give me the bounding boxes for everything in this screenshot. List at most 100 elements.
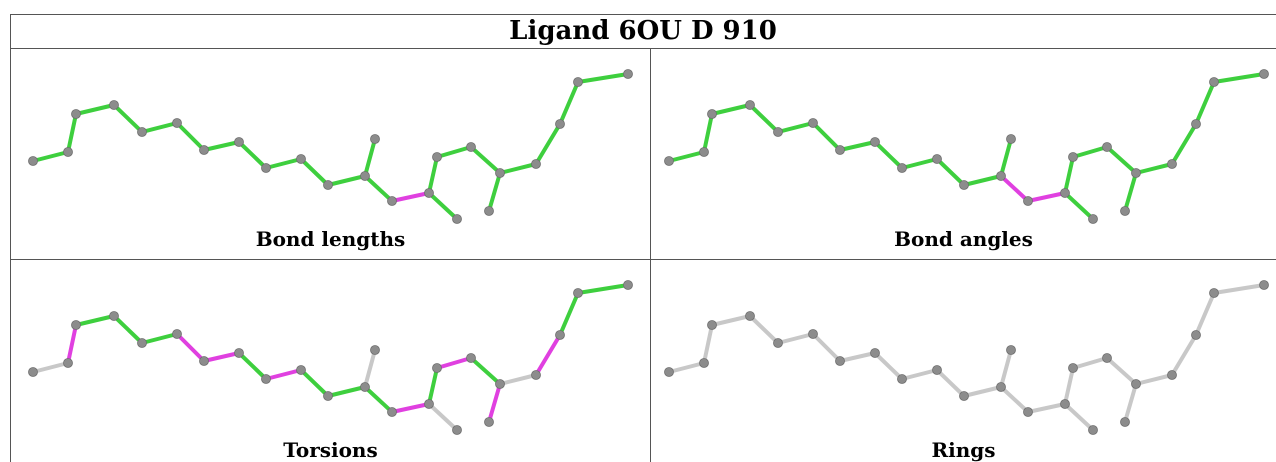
bond	[999, 348, 1013, 389]
bond	[435, 356, 473, 370]
atom	[808, 329, 818, 339]
border-center	[650, 48, 651, 462]
atom	[932, 365, 942, 375]
atom	[109, 100, 119, 110]
bond	[237, 140, 268, 170]
molecule-rings	[664, 280, 1269, 435]
atom	[387, 407, 397, 417]
bond	[1134, 162, 1174, 175]
bond	[534, 333, 562, 377]
atom	[1259, 280, 1269, 290]
atom	[870, 348, 880, 358]
bond	[487, 382, 502, 424]
bond	[1026, 191, 1067, 203]
bond	[999, 385, 1030, 414]
bond	[776, 121, 815, 134]
atom	[424, 399, 434, 409]
atom	[835, 145, 845, 155]
atom	[1209, 288, 1219, 298]
atom	[63, 358, 73, 368]
bond	[1071, 145, 1109, 159]
bond	[935, 157, 966, 187]
atom	[1102, 142, 1112, 152]
bond	[811, 121, 842, 152]
bond	[31, 150, 70, 163]
bond	[1194, 80, 1216, 126]
atom	[1060, 399, 1070, 409]
molecule-torsions	[28, 280, 633, 435]
bond	[112, 314, 144, 345]
bond	[873, 351, 904, 381]
bond	[202, 140, 241, 152]
atom	[1006, 345, 1016, 355]
atom	[466, 142, 476, 152]
atom	[484, 417, 494, 427]
bond	[498, 373, 538, 386]
atom	[996, 382, 1006, 392]
bond	[363, 137, 377, 178]
atom	[745, 311, 755, 321]
atom	[555, 330, 565, 340]
atom	[323, 391, 333, 401]
bond	[1134, 373, 1174, 386]
bond	[1026, 402, 1067, 414]
atom	[773, 127, 783, 137]
atom	[71, 320, 81, 330]
atom	[109, 311, 119, 321]
atom	[1088, 214, 1098, 224]
atom	[1120, 417, 1130, 427]
atom	[664, 156, 674, 166]
atom	[137, 127, 147, 137]
atom	[234, 348, 244, 358]
bond	[702, 112, 714, 154]
atom	[1023, 407, 1033, 417]
bond	[1194, 291, 1216, 337]
atom	[1068, 363, 1078, 373]
atom	[370, 345, 380, 355]
bond	[237, 351, 268, 381]
panel-torsions: Torsions	[11, 260, 650, 462]
atom	[623, 69, 633, 79]
ligand-title: Ligand 6OU D 910	[509, 16, 777, 46]
atom	[531, 370, 541, 380]
atom	[932, 154, 942, 164]
atom	[1167, 159, 1177, 169]
bond	[576, 283, 630, 295]
bond	[66, 112, 78, 154]
atom	[1209, 77, 1219, 87]
bond	[710, 103, 752, 116]
atom	[897, 374, 907, 384]
bond	[838, 140, 877, 152]
atom	[699, 358, 709, 368]
atom	[452, 214, 462, 224]
atom	[1088, 425, 1098, 435]
bond	[776, 332, 815, 345]
bond	[962, 385, 1003, 398]
atom	[370, 134, 380, 144]
atom	[959, 180, 969, 190]
molecule-bond-lengths	[28, 69, 633, 224]
bond	[427, 155, 439, 195]
atom	[296, 154, 306, 164]
bond	[140, 121, 179, 134]
bond	[264, 157, 303, 170]
atom	[199, 356, 209, 366]
caption-torsions: Torsions	[283, 438, 378, 462]
atom	[1102, 353, 1112, 363]
bond	[427, 366, 439, 406]
atom	[531, 159, 541, 169]
bond	[900, 157, 939, 170]
bond	[390, 191, 431, 203]
bond	[74, 314, 116, 327]
bond	[66, 323, 78, 365]
atom	[360, 171, 370, 181]
atom	[996, 171, 1006, 181]
bond	[999, 137, 1013, 178]
bond	[1063, 366, 1075, 406]
bond	[900, 368, 939, 381]
border-middle	[10, 259, 1276, 260]
atom	[1120, 206, 1130, 216]
atom	[28, 367, 38, 377]
atom	[573, 77, 583, 87]
bond	[667, 150, 706, 163]
